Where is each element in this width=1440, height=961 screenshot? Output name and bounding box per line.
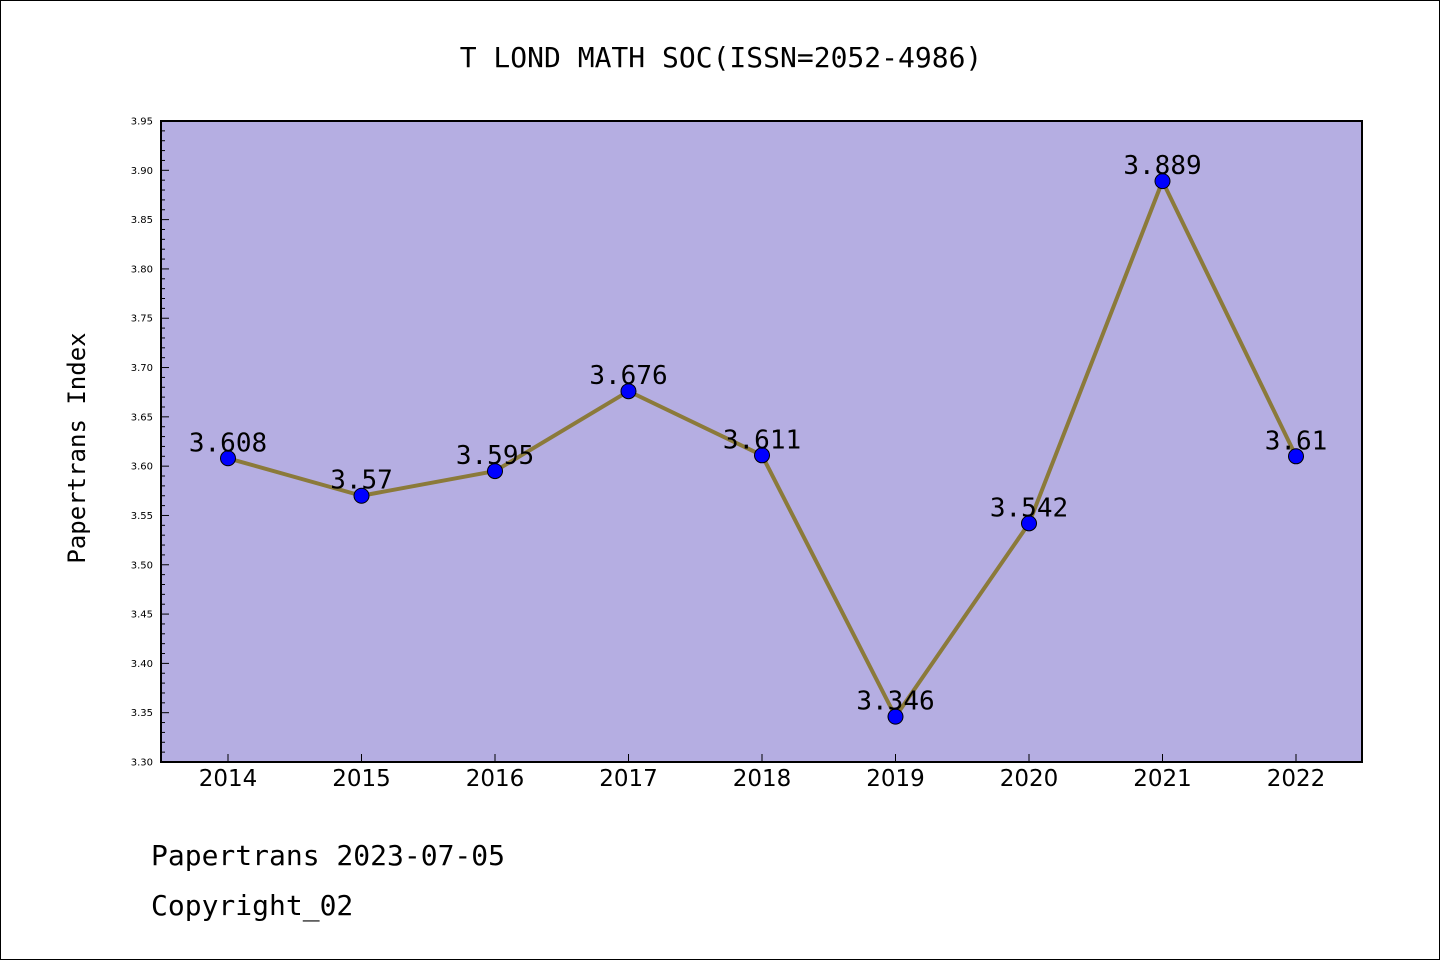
data-label: 3.57 — [330, 466, 393, 496]
x-tick-label: 2016 — [466, 766, 525, 792]
data-markers — [220, 173, 1304, 725]
data-label: 3.608 — [189, 428, 267, 458]
x-tick-label: 2022 — [1267, 766, 1326, 792]
data-labels: 3.608 3.57 3.595 3.676 3.611 3.346 3.542 3.889 3… — [189, 151, 1327, 716]
y-tick-label: 3.40 — [131, 659, 153, 670]
y-tick-label: 3.55 — [131, 511, 153, 522]
data-point — [754, 447, 770, 464]
y-tick-label: 3.60 — [131, 462, 153, 473]
y-tick-label: 3.30 — [131, 758, 153, 769]
data-label: 3.676 — [589, 361, 667, 391]
y-tick-label: 3.45 — [131, 610, 153, 621]
footer-date: Papertrans 2023-07-05 — [151, 839, 505, 872]
y-tick-label: 3.95 — [131, 117, 153, 128]
x-tick-label: 2014 — [199, 766, 258, 792]
data-point — [1288, 448, 1304, 465]
data-point — [220, 450, 236, 467]
data-label: 3.889 — [1123, 151, 1201, 181]
data-point — [887, 708, 904, 725]
y-tick-label: 3.90 — [131, 166, 153, 177]
data-point — [620, 383, 637, 400]
y-tick-label: 3.80 — [131, 264, 153, 275]
x-tick-label: 2019 — [866, 766, 925, 792]
y-tick-label: 3.65 — [131, 412, 153, 423]
x-tick-label: 2020 — [1000, 766, 1059, 792]
data-label: 3.61 — [1265, 426, 1328, 456]
x-tick-label: 2017 — [599, 766, 658, 792]
data-label: 3.346 — [856, 687, 934, 717]
y-tick-label: 3.35 — [131, 708, 153, 719]
data-point — [1154, 173, 1171, 190]
y-axis-ticks: 3.30 3.35 3.40 3.45 3.50 3.55 3.60 3.65 3.70 3.75… — [131, 117, 169, 769]
data-point — [1021, 515, 1037, 532]
footer-copyright: Copyright_02 — [151, 889, 353, 923]
x-axis-ticks: 2014 2015 2016 2017 2018 2019 2020 2021 2022 — [199, 754, 1326, 792]
x-tick-label: 2018 — [733, 766, 792, 792]
data-label: 3.542 — [990, 493, 1068, 523]
y-tick-label: 3.85 — [131, 215, 153, 226]
y-tick-label: 3.75 — [131, 314, 153, 325]
chart-title: T LOND MATH SOC(ISSN=2052-4986) — [460, 41, 983, 74]
y-tick-label: 3.70 — [131, 363, 153, 374]
data-label: 3.595 — [456, 441, 534, 471]
y-axis-label: Papertrans Index — [63, 332, 91, 563]
x-tick-label: 2021 — [1133, 766, 1192, 792]
x-tick-label: 2015 — [332, 766, 391, 792]
plot-area — [160, 120, 1363, 763]
data-point — [487, 463, 503, 480]
data-label: 3.611 — [723, 425, 801, 455]
data-point — [353, 487, 370, 504]
y-tick-label: 3.50 — [131, 560, 153, 571]
